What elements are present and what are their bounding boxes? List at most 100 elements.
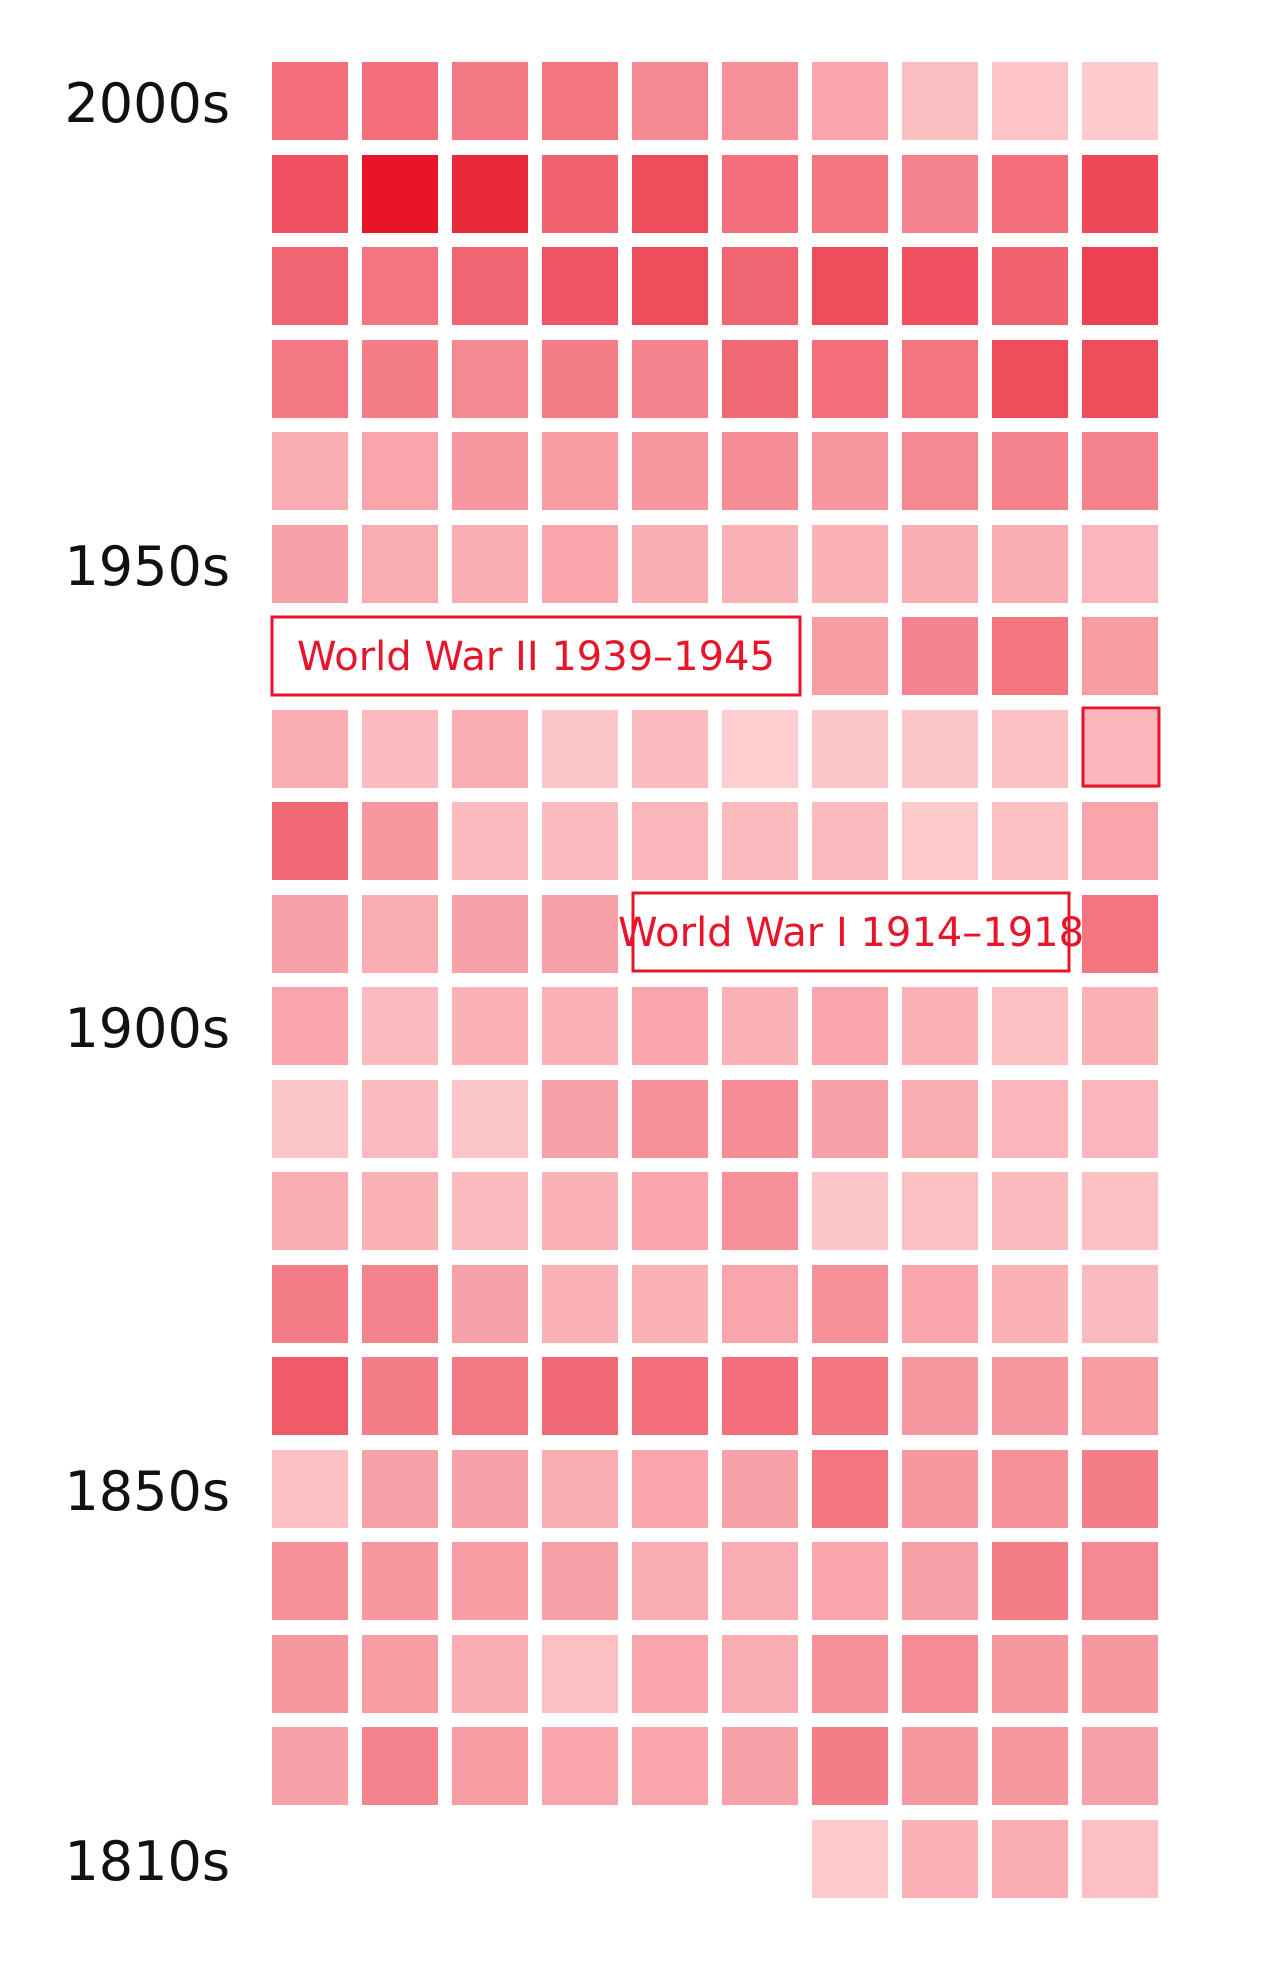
heatmap-cell bbox=[992, 617, 1068, 695]
heatmap-cell bbox=[272, 710, 348, 788]
heatmap-cell bbox=[272, 62, 348, 140]
heatmap-cell bbox=[1082, 155, 1158, 233]
heatmap-cell bbox=[812, 710, 888, 788]
heatmap-cell bbox=[812, 1542, 888, 1620]
heatmap-cell bbox=[632, 1357, 708, 1435]
heatmap-cell bbox=[1082, 1820, 1158, 1898]
annotations: World War II 1939–1945 World War I 1914–… bbox=[270, 615, 1161, 973]
decade-label-1900s: 1900s bbox=[64, 997, 230, 1060]
heatmap-cell bbox=[902, 987, 978, 1065]
heatmap-cell bbox=[1082, 987, 1158, 1065]
heatmap-cell bbox=[1082, 1172, 1158, 1250]
heatmap-cell bbox=[1082, 710, 1158, 788]
heatmap-cell bbox=[542, 1450, 618, 1528]
heatmap-cell bbox=[272, 1357, 348, 1435]
heatmap-cell bbox=[452, 802, 528, 880]
heatmap-cell bbox=[272, 432, 348, 510]
heatmap-cell bbox=[902, 1080, 978, 1158]
heatmap-cell bbox=[722, 987, 798, 1065]
heatmap-cell bbox=[1082, 340, 1158, 418]
heatmap-cell bbox=[992, 1542, 1068, 1620]
heatmap-cell bbox=[722, 1265, 798, 1343]
decade-labels: 2000s 1950s 1900s 1850s 1810s bbox=[64, 72, 230, 1893]
heatmap-cell bbox=[542, 1080, 618, 1158]
heatmap-cell bbox=[1082, 1635, 1158, 1713]
heatmap-cell bbox=[722, 802, 798, 880]
heatmap-cell bbox=[902, 1820, 978, 1898]
heatmap-cell bbox=[902, 1450, 978, 1528]
heatmap-cell bbox=[812, 1820, 888, 1898]
heatmap-cell bbox=[992, 432, 1068, 510]
heatmap-cell bbox=[992, 1450, 1068, 1528]
ww1-annotation-box bbox=[631, 891, 1071, 973]
ww2-start-highlight bbox=[1081, 706, 1161, 788]
heatmap-cell bbox=[812, 987, 888, 1065]
heatmap-cell bbox=[362, 802, 438, 880]
heatmap-cell bbox=[812, 617, 888, 695]
heatmap-cell bbox=[812, 62, 888, 140]
heatmap-cell bbox=[1082, 525, 1158, 603]
heatmap-cell bbox=[362, 62, 438, 140]
heatmap-cell bbox=[452, 1635, 528, 1713]
heatmap-cell bbox=[902, 1727, 978, 1805]
heatmap-cell bbox=[452, 340, 528, 418]
heatmap-cell bbox=[542, 340, 618, 418]
heatmap-cell bbox=[272, 155, 348, 233]
heatmap-cell bbox=[272, 1450, 348, 1528]
heatmap-cell bbox=[362, 1080, 438, 1158]
heatmap-cell bbox=[812, 155, 888, 233]
heatmap-cell bbox=[362, 1635, 438, 1713]
heatmap-cell bbox=[362, 155, 438, 233]
ww2-annotation-label: World War II 1939–1945 bbox=[297, 634, 775, 680]
decade-label-1810s: 1810s bbox=[64, 1830, 230, 1893]
decade-label-2000s: 2000s bbox=[64, 72, 230, 135]
ww2-annotation-box bbox=[270, 615, 802, 697]
heatmap-cell bbox=[902, 1357, 978, 1435]
heatmap-cell bbox=[902, 1265, 978, 1343]
heatmap-cell bbox=[452, 1357, 528, 1435]
heatmap-cell bbox=[722, 525, 798, 603]
heatmap-cell bbox=[452, 247, 528, 325]
heatmap-cell bbox=[812, 1080, 888, 1158]
heatmap-cell bbox=[722, 1635, 798, 1713]
heatmap-cell bbox=[632, 1265, 708, 1343]
heatmap-cell bbox=[632, 1080, 708, 1158]
heatmap-cell bbox=[992, 62, 1068, 140]
heatmap-cell bbox=[272, 987, 348, 1065]
heatmap-cell bbox=[632, 525, 708, 603]
heatmap-cell bbox=[632, 710, 708, 788]
heatmap-cell bbox=[362, 895, 438, 973]
heatmap-cell bbox=[902, 1172, 978, 1250]
heatmap-cell bbox=[542, 987, 618, 1065]
heatmap-cell bbox=[362, 1357, 438, 1435]
heatmap-cell bbox=[542, 1357, 618, 1435]
heatmap-cell bbox=[992, 710, 1068, 788]
heatmap-cell bbox=[452, 155, 528, 233]
heatmap-cell bbox=[542, 247, 618, 325]
heatmap-cell bbox=[902, 247, 978, 325]
heatmap-cell bbox=[362, 1265, 438, 1343]
heatmap-cell bbox=[722, 710, 798, 788]
heatmap-cell bbox=[632, 1635, 708, 1713]
heatmap-cell bbox=[722, 432, 798, 510]
heatmap-cell bbox=[812, 1450, 888, 1528]
heatmap-cell bbox=[362, 1450, 438, 1528]
heatmap-cell bbox=[902, 525, 978, 603]
heatmap-cell bbox=[902, 432, 978, 510]
heatmap-cell bbox=[812, 432, 888, 510]
heatmap-cell bbox=[632, 340, 708, 418]
heatmap-cell bbox=[632, 1172, 708, 1250]
heatmap-cell bbox=[542, 1542, 618, 1620]
heatmap-cell bbox=[452, 1450, 528, 1528]
heatmap-cell bbox=[272, 1265, 348, 1343]
heatmap-cell bbox=[902, 617, 978, 695]
heatmap-cell bbox=[542, 1635, 618, 1713]
heatmap-cell bbox=[632, 1727, 708, 1805]
heatmap-cell bbox=[1082, 895, 1158, 973]
heatmap-cell bbox=[992, 1357, 1068, 1435]
heatmap-cell bbox=[272, 1542, 348, 1620]
heatmap-cell bbox=[722, 247, 798, 325]
heatmap-cell bbox=[1082, 62, 1158, 140]
heatmap-cell bbox=[452, 1727, 528, 1805]
